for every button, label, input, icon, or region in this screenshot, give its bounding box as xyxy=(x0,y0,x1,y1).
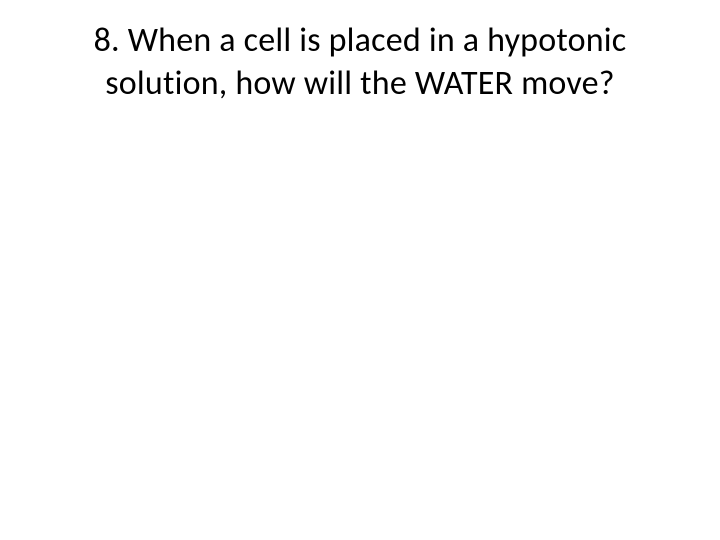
slide-container: 8. When a cell is placed in a hypotonic … xyxy=(0,0,720,540)
question-text: 8. When a cell is placed in a hypotonic … xyxy=(50,20,670,105)
question-line-1: 8. When a cell is placed in a hypotonic xyxy=(94,20,627,61)
question-line-2: solution, how will the WATER move? xyxy=(105,63,614,104)
